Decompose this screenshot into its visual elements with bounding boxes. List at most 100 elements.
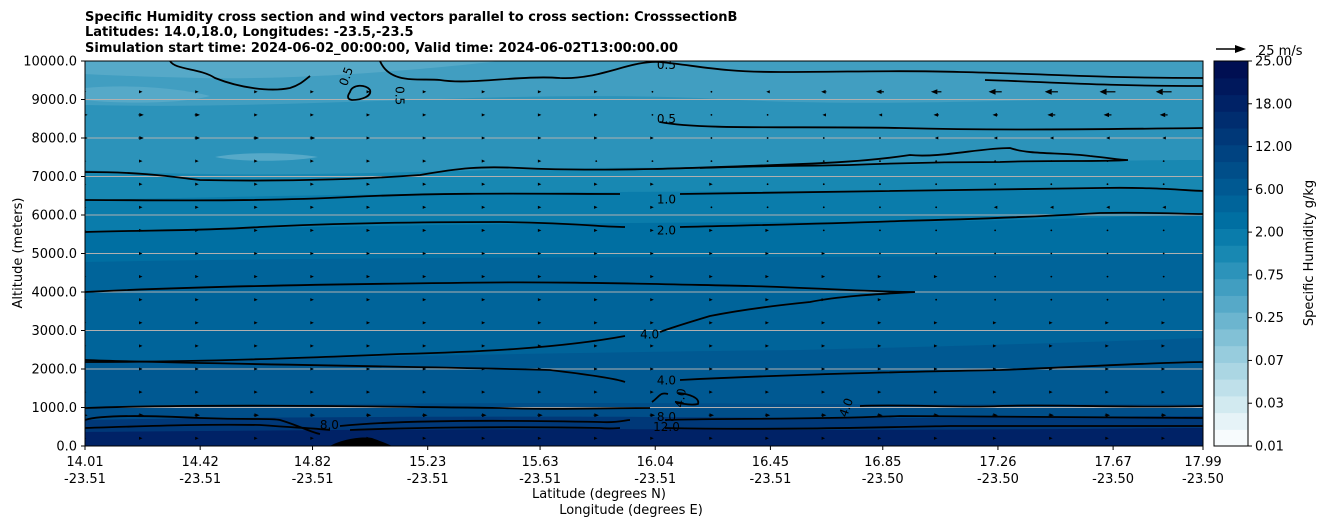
wind-vector xyxy=(1106,160,1109,163)
x-tick-label-latitude: 17.99 xyxy=(1184,455,1221,470)
wind-vector xyxy=(822,160,825,163)
wind-vector xyxy=(481,251,486,256)
wind-vector xyxy=(994,275,997,278)
band-upper-lighter xyxy=(85,61,500,79)
contour-2p0 xyxy=(85,211,1203,233)
wind-vector xyxy=(650,367,654,371)
wind-vector xyxy=(139,321,143,325)
colorbar-segment xyxy=(1214,61,1248,79)
y-tick-label: 4000.0 xyxy=(32,286,78,301)
wind-vector xyxy=(877,344,882,348)
colorbar-tick-label: 0.01 xyxy=(1255,440,1284,455)
contour-label: 4.0 xyxy=(836,396,856,419)
wind-vector xyxy=(822,113,826,117)
wind-vector xyxy=(254,275,258,279)
colorbar-segment xyxy=(1214,278,1248,296)
wind-vector xyxy=(765,390,769,394)
contour-0p5-loop xyxy=(347,84,372,101)
wind-vector xyxy=(650,275,654,279)
wind-vector xyxy=(651,160,654,163)
wind-vector xyxy=(1105,344,1109,348)
wind-vector xyxy=(254,436,258,440)
contour-label: 1.0 xyxy=(657,193,676,207)
wind-vector xyxy=(879,137,881,139)
band-light-patch-2 xyxy=(215,153,318,161)
wind-vector xyxy=(194,413,201,418)
wind-vector xyxy=(422,298,427,302)
colorbar-segment xyxy=(1214,312,1248,330)
x-tick-label-longitude: -23.51 xyxy=(179,472,221,487)
wind-vector xyxy=(1099,88,1116,95)
contour-label: 4.0 xyxy=(657,374,676,388)
chart-title-line-2: Latitudes: 14.0,18.0, Longitudes: -23.5,… xyxy=(85,25,414,40)
wind-vector xyxy=(650,182,654,186)
wind-vector xyxy=(709,228,713,232)
wind-vector xyxy=(422,413,428,418)
wind-vector xyxy=(710,114,713,116)
colorbar-segment xyxy=(1214,127,1248,146)
wind-vector xyxy=(366,113,371,117)
x-tick-label-latitude: 14.82 xyxy=(294,455,331,470)
contour-labels: 0.50.50.50.51.02.04.04.04.0 4.08.08.0 12.0 xyxy=(320,61,856,434)
wind-vector xyxy=(366,182,371,186)
wind-vector xyxy=(366,136,371,140)
wind-vector xyxy=(537,344,542,348)
colorbar-segment xyxy=(1214,412,1248,430)
colorbar-frame xyxy=(1213,60,1249,447)
wind-vector xyxy=(1106,229,1109,232)
wind-vector xyxy=(1049,390,1053,394)
wind-vector xyxy=(310,159,314,163)
wind-vector xyxy=(481,205,486,209)
wind-vector xyxy=(595,160,598,163)
reference-arrow-label: 25 m/s xyxy=(1258,44,1303,59)
colorbar-segment xyxy=(1214,379,1248,397)
wind-vector xyxy=(1047,112,1056,118)
wind-vector xyxy=(935,298,938,301)
wind-vector xyxy=(138,136,144,140)
wind-vector xyxy=(195,275,199,279)
wind-vector xyxy=(481,275,486,279)
wind-vector xyxy=(709,275,713,279)
contour-label: 4.0 xyxy=(640,327,659,341)
wind-vector xyxy=(649,413,656,418)
wind-vector xyxy=(650,298,654,302)
wind-vector xyxy=(875,89,884,95)
colorbar-segment xyxy=(1214,94,1248,112)
wind-vector xyxy=(765,228,769,232)
wind-vector xyxy=(765,367,769,371)
colorbar-segment xyxy=(1214,345,1248,363)
wind-vector xyxy=(85,113,88,117)
wind-vector xyxy=(821,275,826,279)
x-tick-label-latitude: 16.04 xyxy=(637,455,674,470)
wind-vector xyxy=(930,89,942,95)
wind-vector xyxy=(254,205,258,209)
wind-vector xyxy=(594,90,598,94)
wind-vector xyxy=(709,298,713,302)
contour-4p0-lower xyxy=(85,359,1203,383)
wind-vector xyxy=(1162,298,1165,301)
wind-vector xyxy=(253,136,259,140)
wind-vector xyxy=(1050,183,1053,186)
wind-vector xyxy=(1050,275,1053,278)
wind-vector xyxy=(650,390,654,394)
wind-vector xyxy=(765,321,769,325)
wind-vector xyxy=(481,159,486,163)
wind-vector xyxy=(1162,183,1165,186)
wind-vector xyxy=(310,251,314,256)
wind-vector xyxy=(765,275,769,279)
wind-vector xyxy=(310,367,314,371)
wind-vector xyxy=(1049,344,1053,348)
wind-vector xyxy=(537,205,542,209)
x-tick-label-longitude: -23.51 xyxy=(407,472,449,487)
wind-vector xyxy=(422,136,427,140)
wind-vector xyxy=(139,367,143,371)
colorbar-segment xyxy=(1214,161,1248,179)
wind-vector xyxy=(310,321,314,325)
wind-vector xyxy=(821,344,826,348)
wind-vector xyxy=(1162,275,1165,278)
wind-vector xyxy=(366,321,371,325)
wind-vector xyxy=(366,228,371,232)
wind-vector xyxy=(195,90,199,94)
chart-title-line-1: Specific Humidity cross section and wind… xyxy=(85,10,737,25)
wind-vector xyxy=(765,251,769,256)
